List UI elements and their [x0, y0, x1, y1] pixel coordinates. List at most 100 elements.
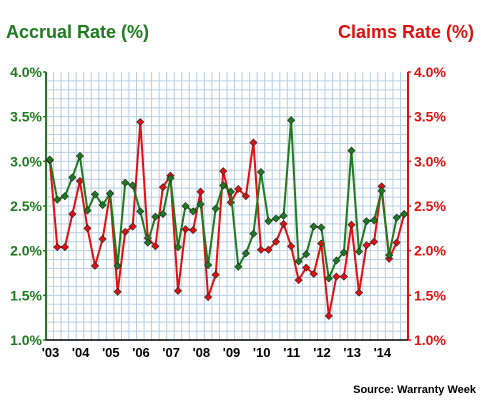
accrual-point	[204, 260, 213, 269]
claims-point	[362, 241, 371, 250]
accrual-point	[173, 243, 183, 252]
accrual-point	[287, 116, 296, 125]
accrual-point	[309, 222, 318, 231]
right-tick-label: 2.5%	[414, 198, 446, 214]
accrual-series	[45, 116, 409, 283]
claims-point	[264, 245, 273, 254]
accrual-point	[241, 249, 250, 258]
right-tick-label: 1.0%	[414, 332, 446, 348]
claims-point	[287, 242, 296, 251]
claims-point	[189, 226, 198, 235]
claims-point	[249, 138, 258, 147]
right-tick-labels: 1.0% 1.5% 2.0% 2.5% 3.0% 3.5% 4.0%	[408, 64, 446, 348]
claims-point	[136, 118, 145, 127]
accrual-point	[317, 223, 326, 232]
claims-point	[234, 185, 243, 194]
accrual-point	[166, 174, 175, 183]
claims-point	[204, 293, 213, 302]
accrual-point	[256, 168, 265, 177]
claims-point	[256, 245, 265, 254]
source-note: Source: Warranty Week	[353, 384, 477, 396]
claims-point	[302, 263, 311, 272]
accrual-point	[347, 146, 356, 155]
x-tick-label: '06	[132, 345, 150, 360]
claims-point	[324, 311, 333, 320]
x-tick-label: '07	[162, 345, 180, 360]
left-tick-label: 2.5%	[10, 198, 42, 214]
claims-point	[83, 224, 92, 233]
claims-point	[53, 243, 62, 252]
accrual-point	[234, 262, 243, 271]
claims-line	[48, 121, 406, 317]
claims-point	[173, 286, 183, 295]
claims-point	[354, 288, 364, 297]
x-tick-label: '11	[283, 345, 300, 360]
accrual-point	[362, 217, 371, 226]
accrual-point	[354, 247, 364, 256]
accrual-point	[339, 248, 348, 257]
left-axis-title: Accrual Rate (%)	[6, 22, 149, 42]
right-tick-label: 4.0%	[414, 64, 446, 80]
left-tick-label: 2.0%	[10, 243, 42, 259]
accrual-point	[136, 207, 145, 216]
accrual-point	[249, 229, 258, 238]
claims-point	[128, 222, 137, 231]
claims-point	[121, 227, 130, 236]
accrual-point	[83, 206, 92, 215]
x-tick-label: '08	[193, 345, 211, 360]
accrual-point	[279, 211, 288, 220]
accrual-point	[385, 251, 394, 260]
claims-point	[271, 237, 281, 246]
claims-point	[158, 183, 167, 192]
accrual-point	[68, 173, 77, 182]
accrual-point	[294, 257, 303, 266]
accrual-point	[128, 181, 137, 190]
accrual-point	[98, 201, 107, 210]
accrual-point	[196, 200, 205, 209]
left-tick-label: 3.5%	[10, 109, 42, 125]
claims-point	[332, 272, 341, 281]
accrual-point	[332, 256, 341, 265]
accrual-point	[324, 274, 333, 283]
accrual-point	[151, 212, 160, 221]
claims-point	[294, 276, 303, 285]
claims-point	[113, 287, 122, 296]
accrual-point	[60, 192, 69, 201]
x-tick-label: '10	[253, 345, 271, 360]
accrual-point	[53, 195, 62, 204]
claims-point	[219, 167, 228, 176]
left-tick-label: 1.5%	[10, 287, 42, 303]
claims-point	[211, 270, 220, 279]
accrual-point	[75, 151, 84, 160]
accrual-point	[302, 250, 311, 259]
accrual-point	[226, 187, 235, 196]
left-tick-label: 3.0%	[10, 153, 42, 169]
claims-point	[68, 210, 77, 219]
x-tick-labels: '03 '04 '05 '06 '07 '08 '09 '10 '11 '12 '13 '14	[42, 345, 392, 360]
left-tick-labels: 1.0% 1.5% 2.0% 2.5% 3.0% 3.5% 4.0%	[10, 64, 46, 348]
claims-point	[98, 235, 107, 244]
right-axis-title: Claims Rate (%)	[338, 22, 474, 42]
x-tick-label: '09	[223, 345, 241, 360]
x-tick-label: '04	[72, 345, 90, 360]
accrual-point	[377, 186, 386, 195]
x-tick-label: '12	[313, 345, 331, 360]
claims-point	[309, 269, 318, 278]
claims-point	[181, 225, 190, 234]
left-tick-label: 4.0%	[10, 64, 42, 80]
accrual-point	[181, 201, 190, 211]
accrual-point	[400, 210, 409, 219]
right-tick-label: 2.0%	[414, 243, 446, 259]
x-tick-label: '13	[343, 345, 361, 360]
claims-point	[196, 187, 205, 196]
claims-point	[151, 242, 160, 251]
right-tick-label: 1.5%	[414, 287, 446, 303]
x-tick-label: '14	[374, 345, 392, 360]
accrual-point	[370, 216, 379, 225]
accrual-point	[90, 190, 100, 199]
accrual-point	[113, 261, 122, 270]
accrual-point	[219, 181, 228, 190]
accrual-point	[143, 238, 152, 247]
claims-point	[370, 237, 379, 246]
